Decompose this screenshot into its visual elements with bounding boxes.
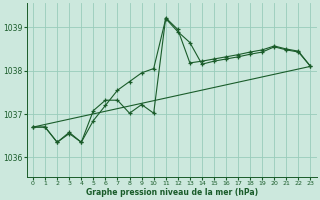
X-axis label: Graphe pression niveau de la mer (hPa): Graphe pression niveau de la mer (hPa) xyxy=(86,188,258,197)
